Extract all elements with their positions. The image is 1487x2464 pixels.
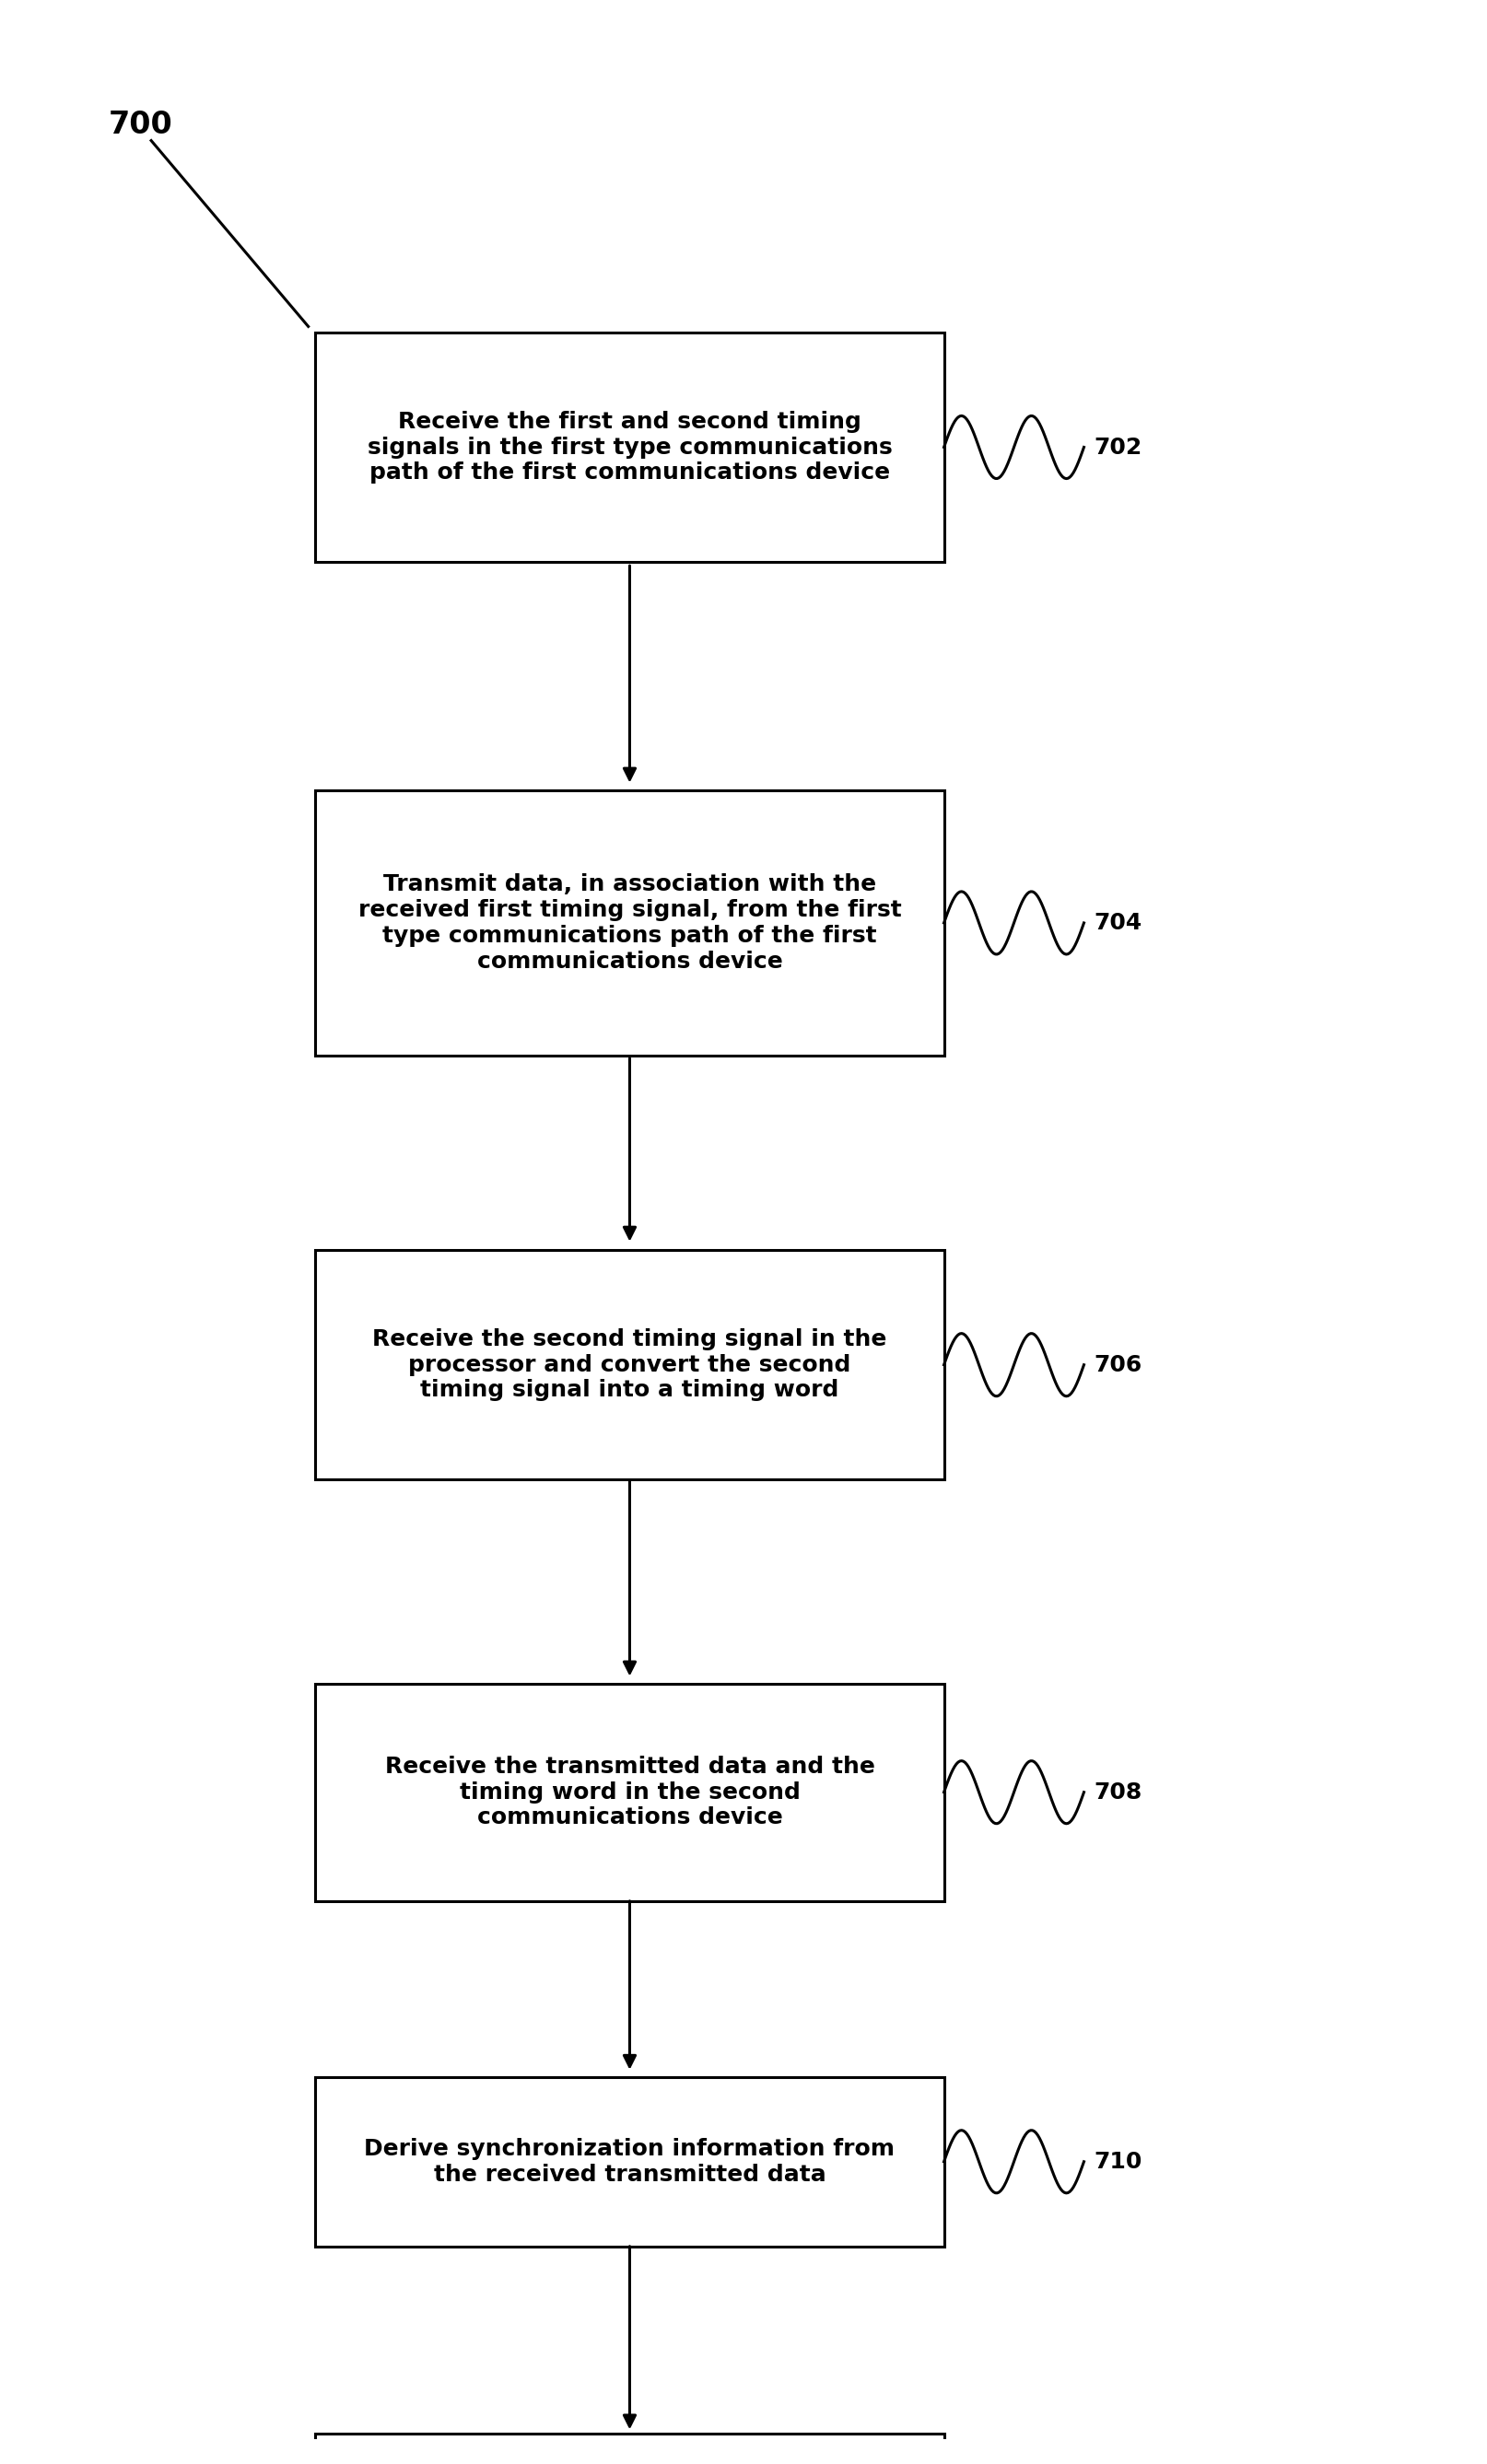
Text: 702: 702 bbox=[1093, 436, 1142, 458]
Text: Transmit data, in association with the
received first timing signal, from the fi: Transmit data, in association with the r… bbox=[358, 872, 901, 973]
Bar bbox=[315, 1683, 943, 1900]
Text: Derive synchronization information from
the received transmitted data: Derive synchronization information from … bbox=[364, 2139, 895, 2186]
Text: 704: 704 bbox=[1093, 912, 1142, 934]
Text: Receive the second timing signal in the
processor and convert the second
timing : Receive the second timing signal in the … bbox=[372, 1328, 886, 1402]
Text: Receive the transmitted data and the
timing word in the second
communications de: Receive the transmitted data and the tim… bbox=[385, 1754, 874, 1828]
Text: 706: 706 bbox=[1093, 1353, 1142, 1375]
Bar bbox=[315, 791, 943, 1055]
Bar bbox=[315, 1249, 943, 1478]
Bar bbox=[315, 333, 943, 562]
Text: Receive the first and second timing
signals in the first type communications
pat: Receive the first and second timing sign… bbox=[367, 411, 892, 483]
Bar bbox=[315, 2434, 943, 2464]
Text: 710: 710 bbox=[1093, 2151, 1142, 2173]
Text: 700: 700 bbox=[109, 108, 172, 140]
Text: 708: 708 bbox=[1093, 1781, 1142, 1804]
Bar bbox=[315, 2077, 943, 2247]
